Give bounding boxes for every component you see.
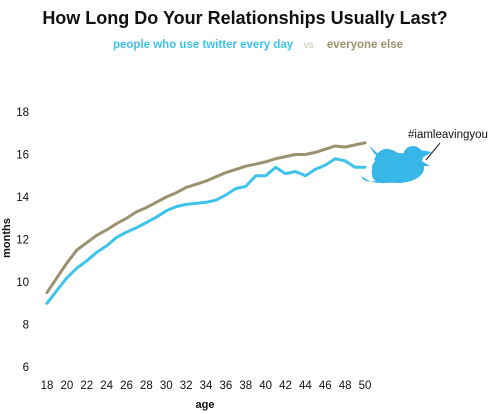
x-tick-label: 22 — [80, 380, 93, 392]
x-tick-label: 28 — [140, 380, 153, 392]
tweet-annotation-text: #iamleavingyou — [408, 129, 488, 141]
tweet-annotation: #iamleavingyou — [362, 129, 488, 184]
x-tick-label: 46 — [319, 380, 332, 392]
x-axis-ticks: 18 20 22 24 26 28 30 32 34 36 38 40 42 44 46 48 50 — [41, 380, 372, 392]
y-tick-label: 8 — [23, 320, 29, 332]
annotation-pointer-line — [425, 142, 441, 161]
y-tick-label: 6 — [23, 362, 29, 374]
x-tick-label: 24 — [100, 380, 113, 392]
x-tick-label: 44 — [299, 380, 312, 392]
y-axis-ticks: 6 8 10 12 14 16 18 — [16, 107, 29, 374]
x-tick-label: 32 — [180, 380, 193, 392]
series-line-everyone-else — [45, 141, 367, 295]
x-tick-label: 50 — [359, 380, 372, 392]
legend-separator: vs. — [304, 40, 317, 51]
series-line-twitter-users — [45, 157, 367, 305]
x-tick-label: 38 — [239, 380, 252, 392]
y-tick-label: 16 — [16, 150, 29, 162]
x-tick-label: 36 — [219, 380, 232, 392]
y-tick-label: 18 — [16, 107, 29, 119]
chart-series — [45, 141, 367, 305]
x-tick-label: 20 — [60, 380, 73, 392]
y-tick-label: 12 — [16, 235, 29, 247]
legend-everyone-else-series: everyone else — [327, 39, 403, 51]
y-tick-label: 10 — [16, 277, 29, 289]
y-axis-label: months — [1, 218, 13, 258]
x-tick-label: 40 — [259, 380, 272, 392]
twitter-bird-icon — [362, 146, 432, 184]
x-tick-label: 34 — [200, 380, 213, 392]
chart-title: How Long Do Your Relationships Usually L… — [42, 8, 447, 28]
chart-legend: people who use twitter every day vs. eve… — [113, 35, 403, 52]
x-tick-label: 30 — [160, 380, 173, 392]
x-tick-label: 26 — [120, 380, 133, 392]
legend-twitter-series: people who use twitter every day — [113, 39, 294, 51]
y-tick-label: 14 — [16, 192, 29, 204]
x-tick-label: 48 — [339, 380, 352, 392]
x-axis-label: age — [196, 399, 215, 411]
x-tick-label: 18 — [41, 380, 54, 392]
x-tick-label: 42 — [279, 380, 292, 392]
